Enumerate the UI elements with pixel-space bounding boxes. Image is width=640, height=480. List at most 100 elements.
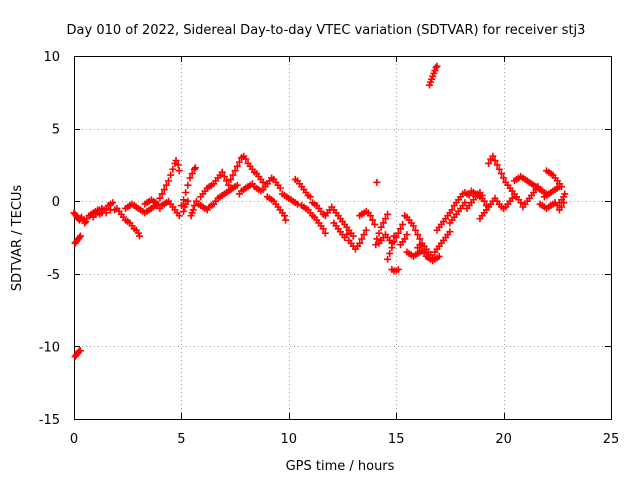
data-point [394, 265, 402, 273]
data-point [233, 162, 241, 170]
data-point [558, 183, 566, 191]
data-point [497, 170, 505, 178]
data-point [412, 226, 420, 234]
data-point [81, 219, 89, 227]
data-point [167, 171, 175, 179]
data-point [500, 174, 508, 182]
data-point [177, 202, 185, 210]
data-point [448, 206, 456, 214]
data-point [242, 155, 250, 163]
data-point [180, 196, 188, 204]
data-point [403, 231, 411, 239]
data-point [349, 232, 357, 240]
data-point [319, 225, 327, 233]
axis-ticks [74, 56, 612, 420]
x-tick-label: 20 [495, 432, 512, 447]
y-tick-label: 5 [52, 123, 60, 138]
data-point [461, 199, 469, 207]
x-tick-label: 5 [177, 432, 185, 447]
data-point [373, 235, 381, 243]
data-point [356, 239, 364, 247]
data-point [377, 223, 385, 231]
data-point [76, 347, 84, 355]
data-point [220, 173, 228, 181]
data-point [432, 64, 440, 72]
data-point [388, 244, 396, 252]
data-point [162, 181, 170, 189]
data-point [156, 194, 164, 202]
data-point [362, 226, 370, 234]
data-point [235, 158, 243, 166]
data-point [555, 206, 563, 214]
x-axis-label: GPS time / hours [286, 459, 395, 474]
data-point [399, 220, 407, 228]
data-point [394, 229, 402, 237]
data-point [373, 178, 381, 186]
data-point [381, 215, 389, 223]
data-point [414, 231, 422, 239]
data-point [184, 197, 192, 205]
data-point [191, 164, 199, 172]
data-point [396, 225, 404, 233]
data-point [75, 234, 83, 241]
data-point [76, 232, 84, 240]
data-point [281, 212, 289, 220]
data-point [174, 161, 182, 169]
data-point [188, 170, 196, 178]
data-point [184, 181, 192, 189]
data-point [495, 165, 503, 173]
data-point [480, 197, 488, 205]
data-point [223, 177, 231, 185]
data-point [491, 157, 499, 165]
tick-labels: 0 5 10 15 20 25 -15 -10 -5 0 5 10 [39, 50, 620, 447]
data-point [435, 252, 443, 260]
data-point [165, 177, 173, 185]
data-point [175, 167, 183, 175]
data-point [429, 254, 437, 262]
chart-title: Day 010 of 2022, Sidereal Day-to-day VTE… [67, 23, 586, 38]
data-point [109, 199, 117, 207]
data-point [136, 232, 144, 240]
data-point [379, 219, 387, 227]
data-point [485, 159, 493, 167]
data-point [390, 238, 398, 246]
data-point [517, 199, 525, 207]
data-point [358, 235, 366, 243]
data-point [384, 210, 392, 218]
data-point [190, 202, 198, 210]
grid [74, 56, 611, 419]
x-tick-label: 15 [388, 432, 405, 447]
data-point [384, 255, 392, 263]
x-tick-label: 10 [281, 432, 298, 447]
data-point [102, 209, 110, 217]
data-point [409, 222, 417, 230]
data-point [493, 161, 501, 169]
data-point [190, 165, 198, 173]
data-point [371, 220, 379, 228]
x-tick-label: 25 [603, 432, 620, 447]
data-point [360, 231, 368, 239]
data-point [218, 168, 226, 176]
data-point [227, 175, 235, 183]
data-point [259, 178, 267, 186]
y-tick-label: -5 [47, 268, 60, 283]
data-point [386, 249, 394, 257]
data-point [189, 206, 197, 214]
data-point [231, 167, 239, 175]
data-point [158, 190, 166, 198]
y-tick-label: 10 [43, 50, 60, 65]
data-point [154, 200, 162, 208]
y-tick-label: -15 [39, 413, 60, 428]
data-point [433, 62, 441, 70]
plot-frame [74, 56, 612, 420]
data-point [169, 165, 177, 173]
data-point [508, 194, 516, 202]
data-points [70, 62, 569, 361]
y-tick-label: 0 [52, 195, 60, 210]
y-axis-label: SDTVAR / TECUs [10, 185, 25, 292]
data-point [175, 212, 183, 220]
data-point [160, 186, 168, 194]
data-point [401, 235, 409, 243]
data-point [392, 234, 400, 241]
